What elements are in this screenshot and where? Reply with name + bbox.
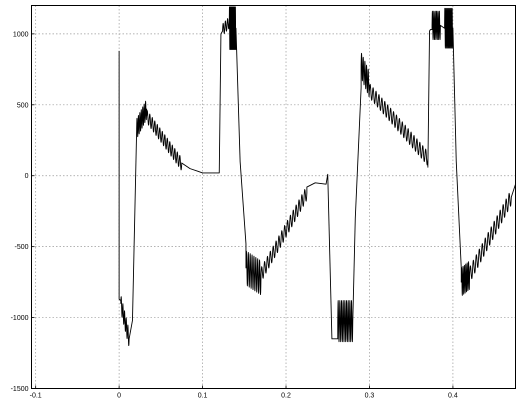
y-tick-label: 0 [25, 173, 29, 180]
x-tick-label: -0.1 [30, 393, 42, 400]
y-tick-label: -1000 [11, 315, 29, 322]
x-axis-ticks: -0.1 0 0.1 0.2 0.3 0.4 [30, 385, 458, 400]
signal-series [118, 6, 516, 347]
y-tick-label: 1000 [13, 31, 29, 38]
y-tick-label: -500 [14, 244, 28, 251]
x-tick-label: 0.2 [281, 393, 291, 400]
plot-area-frame [31, 5, 516, 389]
x-tick-label: 0.4 [448, 393, 458, 400]
signal-line [118, 6, 516, 347]
y-tick-label: 500 [17, 102, 29, 109]
y-axis-ticks: -1500 -1000 -500 0 500 1000 [11, 31, 35, 393]
grid-lines [31, 5, 516, 389]
x-tick-label: 0.1 [198, 393, 208, 400]
x-tick-label: 0.3 [365, 393, 375, 400]
y-tick-label: -1500 [11, 386, 29, 393]
x-tick-label: 0 [117, 393, 121, 400]
